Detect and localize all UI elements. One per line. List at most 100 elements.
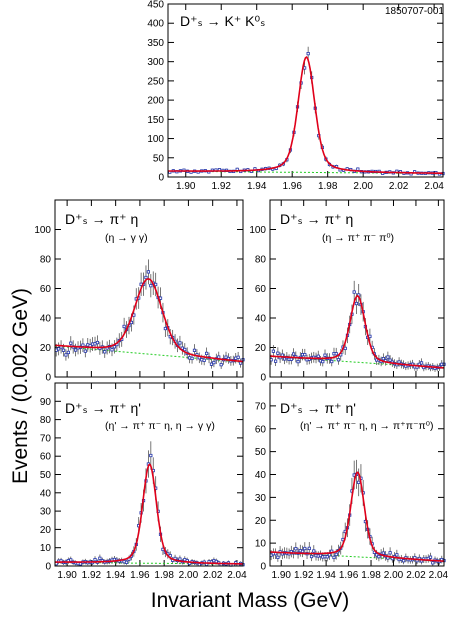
data-point (209, 362, 214, 366)
data-point (354, 301, 359, 306)
data-point (375, 553, 379, 557)
panel-title: D⁺ₛ → π⁺ η (280, 211, 353, 227)
plot-frame (54, 382, 244, 567)
plot-frame (269, 382, 445, 567)
data-point (212, 360, 216, 365)
y-tick-label: 100 (34, 225, 51, 236)
y-tick-label: 50 (255, 447, 267, 458)
y-tick-label: 40 (255, 314, 267, 325)
x-tick-label: 2.00 (384, 570, 404, 581)
data-point (149, 284, 153, 288)
data-point (178, 341, 182, 345)
data-point (306, 52, 310, 56)
x-tick-label: 2.04 (429, 570, 449, 581)
y-tick-label: 400 (147, 19, 164, 30)
y-tick-label: 60 (40, 284, 52, 295)
y-tick-label: 150 (147, 115, 164, 126)
figure-code: 1850707-001 (385, 6, 444, 17)
data-point (291, 352, 296, 356)
panel-subtitle: (η' → π⁺ π⁻ η, η → γ γ) (105, 420, 215, 432)
data-point (144, 275, 148, 280)
x-tick-label: 1.90 (271, 570, 291, 581)
data-point (368, 334, 372, 338)
data-point (377, 554, 381, 559)
y-tick-label: 60 (40, 452, 52, 463)
data-point (323, 353, 327, 357)
data-point (327, 553, 332, 557)
y-tick-label: 300 (147, 57, 164, 68)
y-tick-label: 40 (40, 488, 52, 499)
data-point (356, 167, 360, 171)
y-tick-label: 80 (40, 255, 52, 266)
x-tick-label: 1.96 (130, 570, 150, 581)
data-point (64, 353, 68, 357)
y-tick-label: 250 (147, 76, 164, 87)
x-tick-label: 1.94 (247, 181, 267, 192)
x-tick-label: 2.04 (227, 570, 247, 581)
data-point (336, 358, 341, 362)
data-point (274, 359, 278, 363)
panel-subtitle: (η → γ γ) (105, 232, 148, 244)
data-point (192, 348, 197, 352)
data-point (103, 350, 107, 354)
y-tick-label: 30 (255, 493, 267, 504)
data-point (330, 359, 334, 364)
data-point (98, 556, 102, 560)
data-point (388, 358, 392, 362)
panel-title: D⁺ₛ → π⁺ η (65, 211, 138, 227)
data-point (110, 348, 114, 352)
data-point (431, 561, 435, 565)
plot-frame (269, 199, 445, 378)
panel-ds-to-pi-eta-3pi: D⁺ₛ → π⁺ η (η → π⁺ π⁻ π⁰) 0 20 40 60 80 100 (249, 199, 446, 384)
data-point (321, 360, 325, 364)
data-point (312, 549, 316, 553)
data-point (276, 555, 280, 559)
data-point (122, 324, 126, 329)
y-tick-label: 60 (255, 424, 267, 435)
data-point (205, 351, 209, 356)
y-tick-label: 350 (147, 38, 164, 49)
data-point (154, 282, 158, 287)
panel-subtitle: (η → π⁺ π⁻ π⁰) (322, 232, 394, 244)
data-point (146, 270, 150, 274)
signal-fit-curve (55, 463, 243, 565)
y-tick-label: 50 (40, 470, 52, 481)
y-tick-label: 10 (255, 539, 267, 550)
y-tick-label: 0 (158, 173, 164, 184)
x-tick-label: 1.90 (176, 181, 196, 192)
data-point (381, 356, 385, 361)
data-point (419, 361, 424, 365)
signal-fit-curve (54, 278, 243, 363)
y-tick-label: 0 (45, 373, 51, 384)
data-point (303, 353, 307, 357)
panel-ds-to-pi-etaprime-gg: D⁺ₛ → π⁺ η' (η' → π⁺ π⁻ η, η → γ γ) 0 10 2… (40, 382, 247, 581)
y-tick-label: 100 (147, 134, 164, 145)
x-axis-label: Invariant Mass (GeV) (151, 589, 349, 612)
data-point (316, 354, 320, 358)
panel-title: D⁺ₛ → π⁺ η' (280, 400, 356, 416)
panel-title: D⁺ₛ → K⁺ K⁰ₛ (180, 13, 265, 29)
data-point (309, 554, 314, 559)
panel-subtitle: (η' → π⁺ π⁻ η, η → π⁺π⁻π⁰) (300, 420, 433, 432)
x-tick-label: 1.98 (318, 181, 338, 192)
data-point (296, 360, 300, 364)
data-point (69, 341, 73, 345)
data-point (183, 347, 187, 352)
y-tick-label: 450 (147, 0, 164, 11)
x-tick-label: 1.92 (294, 570, 314, 581)
x-tick-label: 1.98 (154, 570, 174, 581)
data-point (158, 296, 163, 300)
x-tick-label: 2.00 (179, 570, 199, 581)
y-tick-label: 40 (255, 470, 267, 481)
data-point (334, 352, 338, 356)
plot-frame (54, 199, 244, 378)
y-tick-label: 20 (255, 516, 267, 527)
y-tick-label: 70 (40, 433, 52, 444)
data-point (343, 346, 347, 351)
y-tick-label: 0 (45, 562, 51, 573)
data-point (190, 356, 194, 361)
data-point (388, 551, 392, 555)
y-tick-label: 0 (260, 562, 266, 573)
data-point (57, 347, 61, 351)
